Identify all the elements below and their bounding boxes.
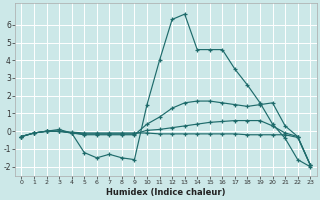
- X-axis label: Humidex (Indice chaleur): Humidex (Indice chaleur): [106, 188, 226, 197]
